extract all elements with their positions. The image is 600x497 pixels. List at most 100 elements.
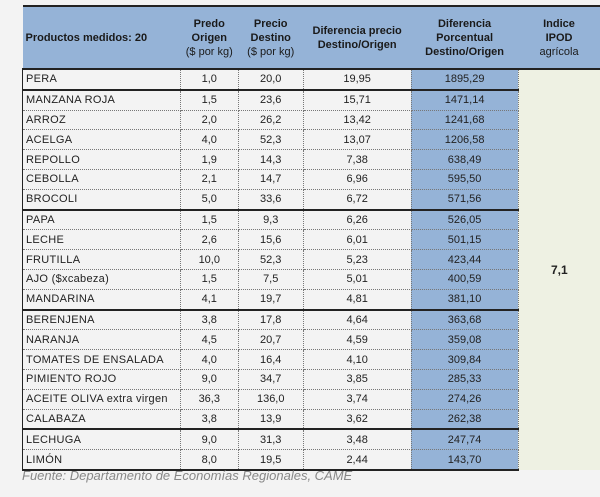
diferencia-precio: 6,26 [303,209,412,231]
precio-destino: 9,3 [238,209,304,231]
diferencia-porcentual: 423,44 [411,249,519,270]
precio-origen: 1,9 [180,149,239,170]
precio-origen: 8,0 [180,449,239,471]
precio-origen: 4,0 [180,129,239,151]
product-name: NARANJA [22,329,181,351]
product-name: PIMIENTO ROJO [22,369,181,390]
diferencia-precio: 15,71 [303,89,412,111]
diferencia-porcentual: 274,26 [411,389,519,410]
diferencia-precio: 3,48 [303,429,412,451]
precio-origen: 1,5 [180,89,239,111]
table-row: CALABAZA 3,8 13,9 3,62 262,38 [22,409,600,431]
precio-destino: 26,2 [238,110,304,131]
precio-destino: 33,6 [238,189,304,211]
header-pct: Diferencia Porcentual Destino/Origen [411,6,519,69]
diferencia-precio: 2,44 [303,449,412,471]
diferencia-porcentual: 400,59 [411,269,519,290]
diferencia-porcentual: 595,50 [411,169,519,190]
product-name: CALABAZA [22,409,181,431]
product-name: LIMÓN [22,449,181,471]
diferencia-porcentual: 309,84 [411,349,519,370]
diferencia-precio: 3,85 [303,369,412,390]
precio-origen: 4,1 [180,289,239,311]
precio-destino: 14,3 [238,149,304,170]
product-name: ACELGA [22,129,181,151]
product-name: BROCOLI [22,189,181,211]
product-name: PERA [22,68,181,91]
source-caption: Fuente: Departamento de Economías Region… [22,468,353,483]
precio-origen: 2,0 [180,110,239,131]
product-name: LECHE [22,229,181,251]
table-row: PERA 1,0 20,0 19,95 1895,29 7,1 [22,68,600,470]
header-origen: Predo Origen ($ por kg) [180,6,239,69]
table-row: ARROZ 2,0 26,2 13,42 1241,68 [22,110,600,131]
product-name: ACEITE OLIVA extra virgen [22,389,181,410]
table-row: REPOLLO 1,9 14,3 7,38 638,49 [22,149,600,170]
price-table: Productos medidos: 20 Predo Origen ($ por … [22,5,600,471]
table-row: BROCOLI 5,0 33,6 6,72 571,56 [22,189,600,211]
product-name: ARROZ [22,110,181,131]
diferencia-porcentual: 1471,14 [411,89,519,111]
diferencia-precio: 4,64 [303,309,412,331]
diferencia-porcentual: 285,33 [411,369,519,390]
table-row: LIMÓN 8,0 19,5 2,44 143,70 [22,449,600,471]
precio-destino: 52,3 [238,129,304,151]
table-row: BERENJENA 3,8 17,8 4,64 363,68 [22,309,600,331]
table-row: FRUTILLA 10,0 52,3 5,23 423,44 [22,249,600,270]
table-row: LECHUGA 9,0 31,3 3,48 247,74 [22,429,600,451]
precio-destino: 13,9 [238,409,304,431]
diferencia-precio: 6,72 [303,189,412,211]
precio-origen: 3,8 [180,409,239,431]
diferencia-porcentual: 359,08 [411,329,519,351]
precio-destino: 34,7 [238,369,304,390]
diferencia-porcentual: 1895,29 [411,68,519,91]
diferencia-precio: 6,96 [303,169,412,190]
table-row: AJO ($xcabeza) 1,5 7,5 5,01 400,59 [22,269,600,290]
diferencia-porcentual: 571,56 [411,189,519,211]
table-row: NARANJA 4,5 20,7 4,59 359,08 [22,329,600,351]
diferencia-porcentual: 1241,68 [411,110,519,131]
header-product: Productos medidos: 20 [22,6,181,69]
precio-destino: 7,5 [238,269,304,290]
table-row: PAPA 1,5 9,3 6,26 526,05 [22,209,600,231]
product-name: CEBOLLA [22,169,181,190]
ipod-value: 7,1 [518,68,600,470]
diferencia-porcentual: 262,38 [411,409,519,431]
diferencia-precio: 6,01 [303,229,412,251]
precio-destino: 17,8 [238,309,304,331]
precio-destino: 52,3 [238,249,304,270]
diferencia-precio: 5,01 [303,269,412,290]
table-row: LECHE 2,6 15,6 6,01 501,15 [22,229,600,251]
precio-destino: 20,0 [238,68,304,91]
diferencia-porcentual: 526,05 [411,209,519,231]
precio-origen: 4,5 [180,329,239,351]
table-row: MANZANA ROJA 1,5 23,6 15,71 1471,14 [22,89,600,111]
precio-origen: 1,5 [180,269,239,290]
diferencia-porcentual: 501,15 [411,229,519,251]
product-name: TOMATES DE ENSALADA [22,349,181,370]
precio-origen: 1,0 [180,68,239,91]
table-row: PIMIENTO ROJO 9,0 34,7 3,85 285,33 [22,369,600,390]
diferencia-precio: 7,38 [303,149,412,170]
product-name: LECHUGA [22,429,181,451]
diferencia-porcentual: 638,49 [411,149,519,170]
precio-origen: 1,5 [180,209,239,231]
product-name: MANZANA ROJA [22,89,181,111]
diferencia-porcentual: 143,70 [411,449,519,471]
product-name: PAPA [22,209,181,231]
diferencia-precio: 5,23 [303,249,412,270]
product-name: AJO ($xcabeza) [22,269,181,290]
precio-destino: 136,0 [238,389,304,410]
diferencia-precio: 4,10 [303,349,412,370]
diferencia-precio: 4,81 [303,289,412,311]
table-row: MANDARINA 4,1 19,7 4,81 381,10 [22,289,600,311]
header-row: Productos medidos: 20 Predo Origen ($ por … [22,6,600,69]
precio-origen: 2,6 [180,229,239,251]
precio-destino: 15,6 [238,229,304,251]
diferencia-porcentual: 247,74 [411,429,519,451]
precio-origen: 9,0 [180,369,239,390]
precio-destino: 19,7 [238,289,304,311]
precio-origen: 9,0 [180,429,239,451]
product-name: MANDARINA [22,289,181,311]
table-row: CEBOLLA 2,1 14,7 6,96 595,50 [22,169,600,190]
